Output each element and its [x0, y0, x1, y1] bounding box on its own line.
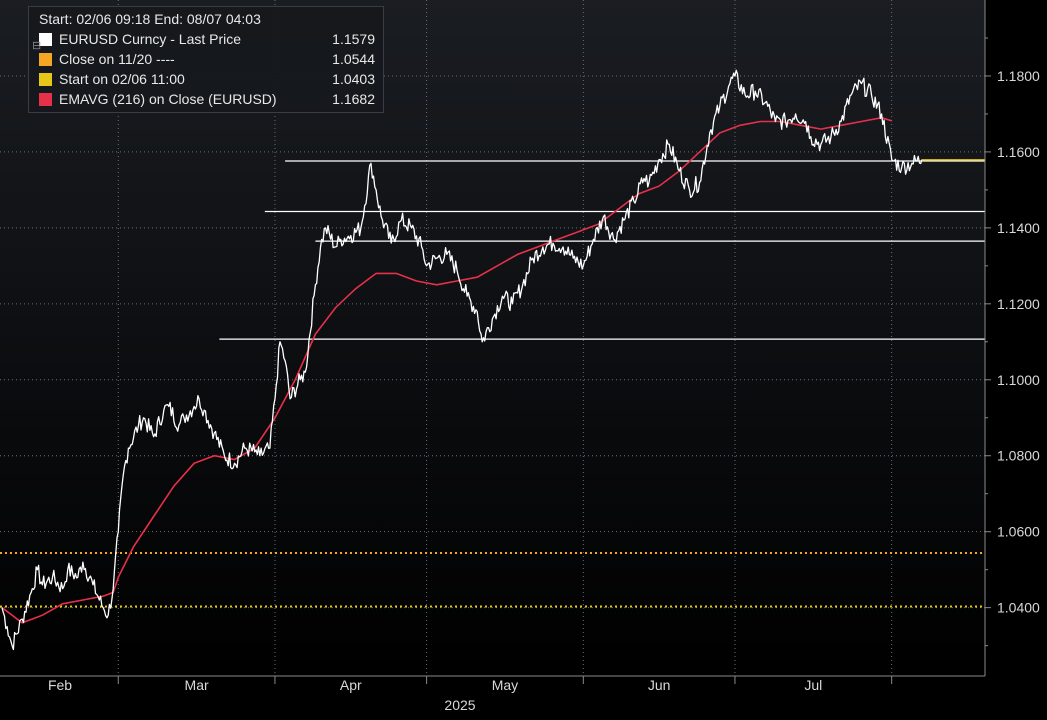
legend-item-close[interactable]: Close on 11/20 ---- 1.0544 — [39, 49, 383, 69]
legend-label: Start on 02/06 11:00 — [59, 71, 185, 87]
series-line-eurusd — [1, 69, 923, 651]
y-tick-label: 1.1400 — [997, 220, 1040, 236]
y-tick-label: 1.1600 — [997, 144, 1040, 160]
series-line-emavg — [1, 116, 892, 624]
reference-lines — [0, 160, 985, 608]
y-tick-label: 1.0800 — [997, 448, 1040, 464]
x-tick-label: Jun — [648, 677, 671, 693]
x-tick-label: Feb — [48, 677, 72, 693]
tree-icon: ⊟ — [32, 40, 42, 52]
legend: Start: 02/06 09:18 End: 08/07 04:03 ⊟ EU… — [28, 6, 384, 113]
legend-label: EMAVG (216) on Close (EURUSD) — [59, 91, 277, 107]
legend-value: 1.0403 — [332, 71, 375, 87]
legend-item-last-price[interactable]: ⊟ EURUSD Curncy - Last Price 1.1579 — [32, 29, 383, 52]
legend-swatch — [39, 52, 52, 66]
x-year-label: 2025 — [444, 697, 475, 713]
x-axis: Feb Mar Apr May Jun Jul — [48, 676, 893, 693]
series-layer — [1, 69, 985, 651]
legend-item-emavg[interactable]: EMAVG (216) on Close (EURUSD) 1.1682 — [39, 89, 383, 109]
y-tick-label: 1.1200 — [997, 296, 1040, 312]
y-tick-label: 1.0400 — [997, 600, 1040, 616]
y-tick-label: 1.1000 — [997, 372, 1040, 388]
legend-header: Start: 02/06 09:18 End: 08/07 04:03 — [39, 9, 383, 29]
x-tick-label: Apr — [340, 677, 362, 693]
legend-value: 1.0544 — [332, 51, 375, 67]
y-axis: 1.0400 1.0600 1.0800 1.1000 1.1200 1.1400 1.16… — [985, 37, 1040, 647]
x-tick-label: Jul — [804, 677, 822, 693]
y-tick-label: 1.0600 — [997, 524, 1040, 540]
legend-start: Start: 02/06 09:18 — [39, 11, 151, 27]
legend-swatch — [39, 32, 52, 46]
legend-value: 1.1682 — [332, 91, 375, 107]
legend-end: End: 08/07 04:03 — [154, 11, 261, 27]
legend-swatch — [39, 92, 52, 106]
legend-item-start[interactable]: Start on 02/06 11:00 1.0403 — [39, 69, 383, 89]
legend-label: EURUSD Curncy - Last Price — [59, 31, 242, 47]
legend-swatch — [39, 72, 52, 86]
legend-label: Close on 11/20 ---- — [59, 51, 175, 67]
y-tick-label: 1.1800 — [997, 68, 1040, 84]
legend-value: 1.1579 — [332, 31, 375, 47]
x-tick-label: Mar — [185, 677, 209, 693]
x-tick-label: May — [492, 677, 518, 693]
